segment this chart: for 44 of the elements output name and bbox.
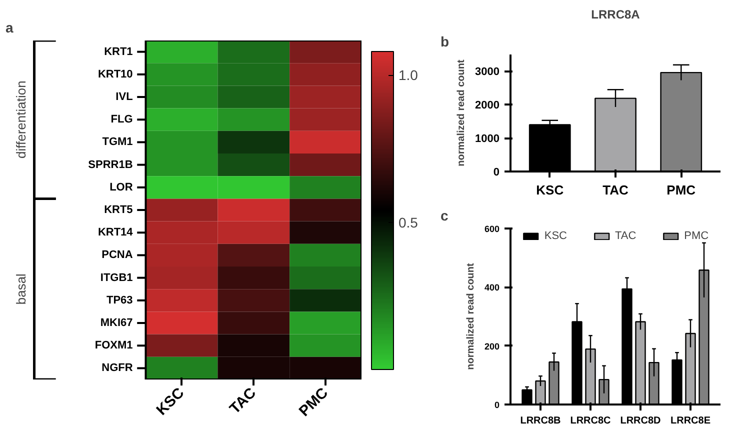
text: differentiation xyxy=(14,80,29,159)
y-tick-label: TP63 xyxy=(106,294,133,306)
x-tick-label: LRRC8C xyxy=(570,416,611,426)
y-axis-title: normalized read count xyxy=(456,58,468,166)
y-tick-label: KRT10 xyxy=(98,68,133,80)
color-bar-label: 0.5 xyxy=(398,214,418,230)
color-bar-label: 1.0 xyxy=(398,67,418,84)
x-tick-label: KSC xyxy=(536,182,564,198)
y-axis-title: normalized read count xyxy=(465,262,476,370)
y-tick-label: 2000 xyxy=(475,100,500,112)
legend-label: KSC xyxy=(544,230,567,242)
legend-label: TAC xyxy=(614,230,636,242)
y-tick-label: KRT14 xyxy=(98,226,134,239)
text: c xyxy=(440,208,448,224)
y-tick-label: FLG xyxy=(110,114,133,126)
y-tick-label: TGM1 xyxy=(102,136,133,148)
y-tick-label: KRT5 xyxy=(104,204,133,216)
y-tick-label: 200 xyxy=(484,341,500,352)
x-tick-label: PMC xyxy=(666,182,696,198)
text: basal xyxy=(14,273,29,305)
y-tick-label: IVL xyxy=(116,91,134,103)
x-tick-label: TAC xyxy=(602,182,629,198)
x-tick-label: LRRC8E xyxy=(670,416,711,426)
y-tick-label: SPRR1B xyxy=(88,158,133,171)
y-tick-label: 0 xyxy=(494,400,500,410)
y-tick-label: 1000 xyxy=(475,133,500,146)
text: b xyxy=(440,34,450,50)
x-tick-label: LRRC8B xyxy=(520,416,561,426)
y-tick-label: ITGB1 xyxy=(100,272,133,284)
y-tick-label: 400 xyxy=(484,282,500,293)
chart-title: LRRC8A xyxy=(591,8,640,22)
y-tick-label: MKI67 xyxy=(100,317,133,329)
y-tick-label: PCNA xyxy=(102,249,133,262)
x-tick-label: LRRC8D xyxy=(620,416,661,426)
y-tick-label: 3000 xyxy=(475,66,500,78)
y-tick-label: FOXM1 xyxy=(94,340,133,352)
text: a xyxy=(6,20,14,36)
y-tick-label: 600 xyxy=(484,224,500,234)
legend-label: PMC xyxy=(684,230,709,242)
x-tick-label: TAC xyxy=(226,384,260,418)
y-tick-label: KRT1 xyxy=(104,46,133,58)
y-tick-label: LOR xyxy=(110,181,133,194)
y-tick-label: 0 xyxy=(493,166,500,178)
y-tick-label: NGFR xyxy=(102,362,133,374)
